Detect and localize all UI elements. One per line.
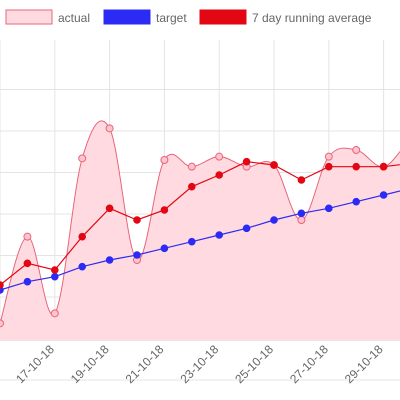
x-tick-label: 27-10-18	[287, 342, 331, 386]
data-point-target[interactable]	[297, 209, 306, 218]
data-point-running-average[interactable]	[325, 162, 333, 171]
data-point-running-average[interactable]	[352, 162, 361, 171]
plot-area	[0, 120, 400, 340]
data-point-running-average[interactable]	[0, 281, 4, 289]
data-point-actual[interactable]	[324, 152, 333, 161]
data-point-target[interactable]	[379, 191, 388, 199]
data-point-target[interactable]	[242, 224, 251, 233]
data-point-target[interactable]	[270, 216, 278, 224]
data-point-target[interactable]	[352, 197, 361, 206]
data-point-actual[interactable]	[50, 309, 59, 318]
data-point-actual[interactable]	[352, 146, 361, 154]
data-point-actual[interactable]	[215, 152, 224, 161]
x-axis-ticks: 17-10-18 19-10-18 21-10-18 23-10-18 25-10-18…	[13, 342, 386, 386]
legend-item-target[interactable]: target	[103, 9, 187, 25]
series-area-actual	[0, 121, 400, 340]
legend-item-actual[interactable]: actual	[5, 9, 90, 25]
legend-swatch	[103, 9, 151, 25]
data-point-actual[interactable]	[78, 154, 87, 163]
x-tick-label: 25-10-18	[232, 342, 276, 386]
data-point-actual[interactable]	[23, 232, 32, 241]
data-point-target[interactable]	[325, 204, 333, 213]
data-point-running-average[interactable]	[379, 162, 388, 171]
data-point-target[interactable]	[188, 237, 196, 246]
data-point-actual[interactable]	[105, 124, 114, 133]
data-point-actual[interactable]	[0, 319, 4, 328]
data-point-running-average[interactable]	[78, 232, 86, 241]
x-tick-label: 29-10-18	[342, 342, 386, 386]
data-point-running-average[interactable]	[215, 171, 223, 179]
data-point-target[interactable]	[51, 272, 59, 281]
data-point-running-average[interactable]	[23, 259, 32, 268]
data-point-target[interactable]	[160, 244, 169, 253]
data-point-target[interactable]	[78, 262, 86, 271]
data-point-running-average[interactable]	[242, 157, 251, 166]
legend-swatch	[199, 9, 247, 25]
x-tick-label: 17-10-18	[13, 342, 57, 386]
data-point-running-average[interactable]	[297, 176, 306, 184]
data-point-running-average[interactable]	[51, 266, 59, 274]
x-tick-label: 19-10-18	[68, 342, 112, 386]
data-point-actual[interactable]	[160, 156, 169, 164]
legend: actual target 7 day running average	[5, 9, 372, 25]
data-point-target[interactable]	[23, 277, 32, 286]
data-point-running-average[interactable]	[188, 182, 196, 191]
legend-label: target	[156, 11, 187, 25]
data-point-running-average[interactable]	[270, 161, 278, 169]
data-point-target[interactable]	[215, 231, 223, 239]
legend-label: actual	[58, 11, 90, 25]
data-point-actual[interactable]	[297, 216, 306, 224]
data-point-target[interactable]	[105, 256, 114, 264]
data-point-target[interactable]	[133, 251, 141, 259]
x-tick-label: 21-10-18	[123, 342, 167, 386]
legend-swatch	[5, 9, 53, 25]
data-point-running-average[interactable]	[160, 206, 169, 214]
data-point-running-average[interactable]	[133, 216, 141, 224]
legend-label: 7 day running average	[252, 11, 372, 25]
data-point-actual[interactable]	[187, 162, 196, 171]
data-point-running-average[interactable]	[105, 204, 114, 213]
legend-item-running-average[interactable]: 7 day running average	[199, 9, 372, 25]
x-tick-label: 23-10-18	[177, 342, 221, 386]
